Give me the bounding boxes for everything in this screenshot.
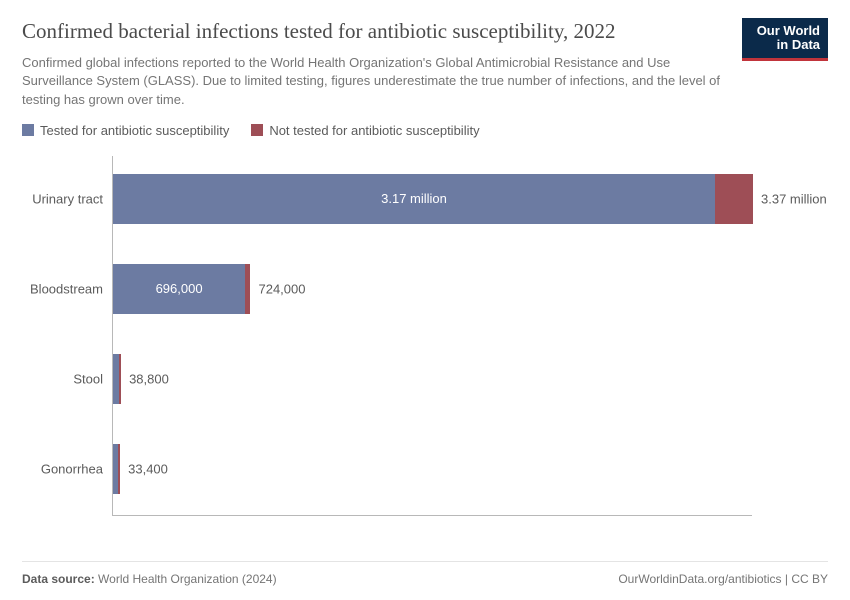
data-source: Data source: World Health Organization (… (22, 572, 277, 586)
category-label: Stool (73, 371, 113, 386)
bar-total-label: 33,400 (120, 461, 168, 476)
legend-item-not-tested: Not tested for antibiotic susceptibility (251, 123, 479, 138)
bar-total-label: 3.37 million (753, 191, 827, 206)
bar-segment-tested: 696,000 (113, 264, 245, 314)
bar-segment-label: 696,000 (156, 281, 203, 296)
bar-row: Bloodstream696,000724,000 (113, 264, 752, 314)
bar-stack: 696,000 (113, 264, 250, 314)
bar-row: Gonorrhea33,400 (113, 444, 752, 494)
legend-swatch-not-tested (251, 124, 263, 136)
logo-line-1: Our World (750, 24, 820, 38)
owid-logo: Our World in Data (742, 18, 828, 61)
category-label: Bloodstream (30, 281, 113, 296)
attribution: OurWorldinData.org/antibiotics | CC BY (618, 572, 828, 586)
chart-plot-area: Urinary tract3.17 million3.37 millionBlo… (112, 156, 752, 516)
logo-line-2: in Data (750, 38, 820, 52)
bar-stack: 3.17 million (113, 174, 753, 224)
legend: Tested for antibiotic susceptibility Not… (22, 123, 828, 138)
bar-stack (113, 354, 121, 404)
chart-subtitle: Confirmed global infections reported to … (22, 54, 722, 109)
chart-footer: Data source: World Health Organization (… (22, 561, 828, 586)
legend-swatch-tested (22, 124, 34, 136)
bar-total-label: 38,800 (121, 371, 169, 386)
bar-segment-tested: 3.17 million (113, 174, 715, 224)
legend-label-not-tested: Not tested for antibiotic susceptibility (269, 123, 479, 138)
legend-label-tested: Tested for antibiotic susceptibility (40, 123, 229, 138)
legend-item-tested: Tested for antibiotic susceptibility (22, 123, 229, 138)
category-label: Urinary tract (32, 191, 113, 206)
chart-title: Confirmed bacterial infections tested fo… (22, 18, 722, 44)
bar-row: Stool38,800 (113, 354, 752, 404)
category-label: Gonorrhea (41, 461, 113, 476)
bar-total-label: 724,000 (250, 281, 305, 296)
bar-segment-not-tested (715, 174, 753, 224)
bar-segment-label: 3.17 million (381, 191, 447, 206)
data-source-name: World Health Organization (2024) (98, 572, 277, 586)
data-source-prefix: Data source: (22, 572, 95, 586)
bar-stack (113, 444, 120, 494)
bar-row: Urinary tract3.17 million3.37 million (113, 174, 752, 224)
